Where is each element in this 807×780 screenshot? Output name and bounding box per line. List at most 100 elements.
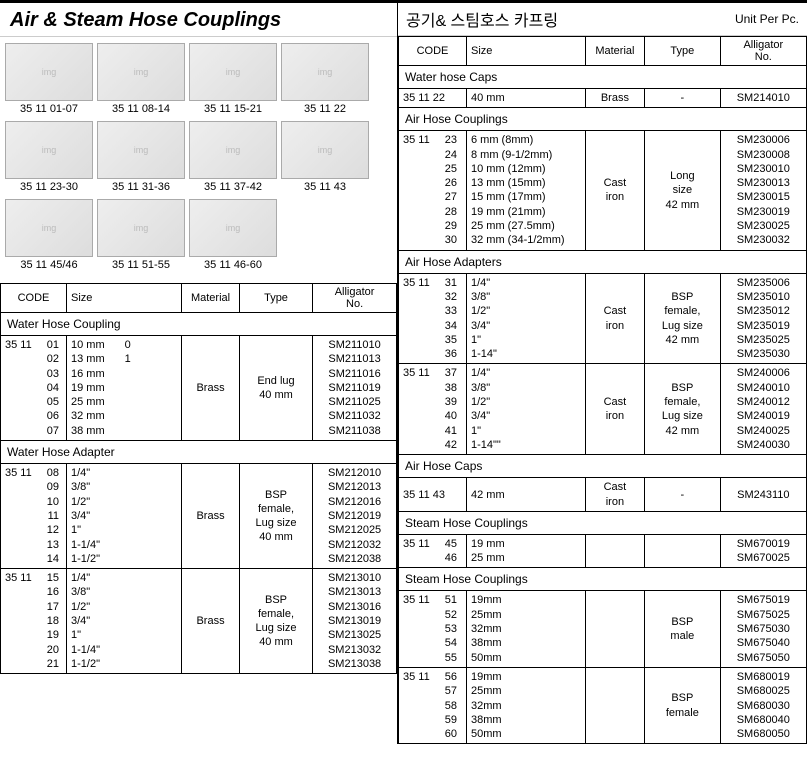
- table-row: 35 11 43 42 mm Castiron - SM243110: [399, 478, 807, 512]
- size-cell: 1/4"3/8"1/2"3/4"1"1-1/4"1-1/2": [67, 569, 182, 674]
- section-header: Air Hose Adapters: [399, 250, 807, 273]
- alligator-cell: SM243110: [720, 478, 806, 512]
- size-cell: 1/4"3/8"1/2"3/4"1"1-1/4"1-1/2": [67, 464, 182, 569]
- product-image: img: [189, 43, 277, 101]
- product-image: img: [5, 199, 93, 257]
- material-cell: Brass: [182, 336, 240, 441]
- product-code-caption: 35 11 01-07: [20, 101, 78, 119]
- section-title: Air Hose Couplings: [399, 108, 807, 131]
- header-alligator: AlligatorNo.: [720, 37, 806, 66]
- left-table: CODE Size Material Type AlligatorNo. Wat…: [0, 283, 397, 674]
- type-cell: BSPfemale,Lug size40 mm: [239, 569, 312, 674]
- section-title: Air Hose Adapters: [399, 250, 807, 273]
- product-image: img: [189, 199, 277, 257]
- type-cell: BSPmale: [645, 591, 721, 667]
- alligator-cell: SM213010SM213013SM213016SM213019SM213025…: [313, 569, 397, 674]
- table-row: 35 11 22 40 mm Brass - SM214010: [399, 89, 807, 108]
- type-cell: BSPfemale,Lug size42 mm: [645, 273, 721, 364]
- header-size: Size: [67, 284, 182, 313]
- section-header: Water Hose Coupling: [1, 313, 397, 336]
- product-thumb: img35 11 31-36: [96, 121, 186, 197]
- material-cell: Castiron: [585, 478, 644, 512]
- size-cell: 1/4"3/8"1/2"3/4"1"1-14": [467, 273, 586, 364]
- section-title: Steam Hose Couplings: [399, 568, 807, 591]
- product-thumb: img35 11 46-60: [188, 199, 278, 275]
- material-cell: Brass: [585, 89, 644, 108]
- material-cell: Brass: [182, 569, 240, 674]
- section-header: Water hose Caps: [399, 66, 807, 89]
- header-alligator: AlligatorNo.: [313, 284, 397, 313]
- product-image: img: [97, 43, 185, 101]
- material-cell: [585, 534, 644, 568]
- code-cell: 35 1108091011121314: [1, 464, 67, 569]
- type-cell: BSPfemale: [645, 667, 721, 743]
- code-cell: 35 11313233343536: [399, 273, 467, 364]
- header-code: CODE: [399, 37, 467, 66]
- section-title: Water Hose Coupling: [1, 313, 397, 336]
- section-header: Air Hose Caps: [399, 455, 807, 478]
- alligator-cell: SM211010SM211013SM211016SM211019SM211025…: [313, 336, 397, 441]
- product-image: img: [281, 121, 369, 179]
- alligator-cell: SM675019SM675025SM675030SM675040SM675050: [720, 591, 806, 667]
- product-code-caption: 35 11 23-30: [20, 179, 78, 197]
- header-code: CODE: [1, 284, 67, 313]
- header-size: Size: [467, 37, 586, 66]
- product-thumb: img35 11 23-30: [4, 121, 94, 197]
- product-thumb: img35 11 43: [280, 121, 370, 197]
- type-cell: End lug40 mm: [239, 336, 312, 441]
- product-image: img: [5, 121, 93, 179]
- title-english: Air & Steam Hose Couplings: [0, 3, 397, 37]
- product-code-caption: 35 11 22: [304, 101, 346, 119]
- product-code-caption: 35 11 45/46: [20, 257, 77, 275]
- material-cell: Castiron: [585, 273, 644, 364]
- product-thumb: img35 11 01-07: [4, 43, 94, 119]
- code-cell: 35 112324252627282930: [399, 131, 467, 250]
- size-cell: 1/4"3/8"1/2"3/4"1"1-14"": [467, 364, 586, 455]
- product-thumb: img35 11 51-55: [96, 199, 186, 275]
- alligator-cell: SM680019SM680025SM680030SM680040SM680050: [720, 667, 806, 743]
- size-cell: 19mm25mm32mm38mm50mm: [467, 591, 586, 667]
- alligator-cell: SM212010SM212013SM212016SM212019SM212025…: [313, 464, 397, 569]
- section-title: Water Hose Adapter: [1, 441, 397, 464]
- type-cell: -: [645, 89, 721, 108]
- material-cell: [585, 591, 644, 667]
- type-cell: Longsize42 mm: [645, 131, 721, 250]
- code-cell: 35 11373839404142: [399, 364, 467, 455]
- product-code-caption: 35 11 08-14: [112, 101, 170, 119]
- product-thumb: img35 11 45/46: [4, 199, 94, 275]
- size-cell: 6 mm (8mm)8 mm (9-1/2mm)10 mm (12mm)13 m…: [467, 131, 586, 250]
- alligator-cell: SM670019SM670025: [720, 534, 806, 568]
- page: Air & Steam Hose Couplings img35 11 01-0…: [0, 0, 807, 744]
- product-image: img: [5, 43, 93, 101]
- section-header: Steam Hose Couplings: [399, 568, 807, 591]
- title-row: 공기& 스팀호스 카프링 Unit Per Pc.: [398, 3, 807, 36]
- table-header: CODE Size Material Type AlligatorNo.: [1, 284, 397, 313]
- type-cell: [645, 534, 721, 568]
- unit-label: Unit Per Pc.: [735, 12, 799, 26]
- right-table: CODE Size Material Type AlligatorNo. Wat…: [398, 36, 807, 744]
- size-cell: 10 mm13 mm16 mm19 mm25 mm32 mm38 mm01: [67, 336, 182, 441]
- code-cell: 35 114546: [399, 534, 467, 568]
- code-cell: 35 115657585960: [399, 667, 467, 743]
- product-thumb: img35 11 22: [280, 43, 370, 119]
- header-type: Type: [645, 37, 721, 66]
- product-image: img: [97, 199, 185, 257]
- section-title: Steam Hose Couplings: [399, 511, 807, 534]
- type-cell: BSPfemale,Lug size42 mm: [645, 364, 721, 455]
- section-header: Air Hose Couplings: [399, 108, 807, 131]
- product-code-caption: 35 11 37-42: [204, 179, 262, 197]
- header-material: Material: [182, 284, 240, 313]
- section-title: Air Hose Caps: [399, 455, 807, 478]
- code-cell: 35 1101020304050607: [1, 336, 67, 441]
- code-cell: 35 11 22: [399, 89, 467, 108]
- product-image: img: [97, 121, 185, 179]
- code-cell: 35 115152535455: [399, 591, 467, 667]
- product-code-caption: 35 11 15-21: [204, 101, 262, 119]
- material-cell: [585, 667, 644, 743]
- type-cell: -: [645, 478, 721, 512]
- type-cell: BSPfemale,Lug size40 mm: [239, 464, 312, 569]
- alligator-cell: SM235006SM235010SM235012SM235019SM235025…: [720, 273, 806, 364]
- size-cell: 40 mm: [467, 89, 586, 108]
- size-cell: 19 mm25 mm: [467, 534, 586, 568]
- product-thumbnails: img35 11 01-07img35 11 08-14img35 11 15-…: [0, 37, 397, 283]
